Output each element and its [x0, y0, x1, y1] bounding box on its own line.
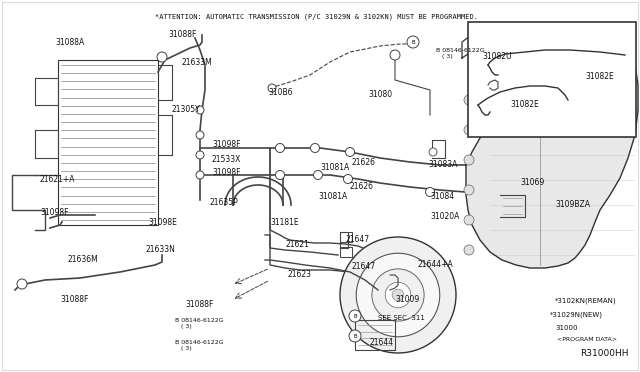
Circle shape: [356, 253, 440, 337]
Circle shape: [407, 36, 419, 48]
Text: 21621+A: 21621+A: [40, 175, 76, 184]
Text: *31029N(NEW): *31029N(NEW): [550, 312, 603, 318]
Circle shape: [385, 282, 411, 308]
Text: 31069: 31069: [520, 178, 544, 187]
Circle shape: [340, 237, 456, 353]
Circle shape: [372, 269, 424, 321]
Text: <PROGRAM DATA>: <PROGRAM DATA>: [557, 337, 617, 342]
Circle shape: [464, 185, 474, 195]
Circle shape: [392, 289, 404, 301]
Text: B: B: [353, 334, 357, 339]
Bar: [58, 60, 158, 225]
Text: 31000: 31000: [555, 325, 577, 331]
Text: B 08146-6122G
   ( 3): B 08146-6122G ( 3): [175, 318, 223, 329]
Text: 21621: 21621: [285, 240, 309, 249]
Text: 31088F: 31088F: [185, 300, 213, 309]
Text: 31009: 31009: [395, 295, 419, 304]
Text: 31088F: 31088F: [60, 295, 88, 304]
Circle shape: [268, 84, 276, 92]
Text: 31080: 31080: [368, 90, 392, 99]
Circle shape: [314, 170, 323, 180]
Text: 3109BZA: 3109BZA: [555, 200, 590, 209]
Text: R31000HH: R31000HH: [580, 349, 628, 358]
Circle shape: [17, 279, 27, 289]
Circle shape: [275, 170, 285, 180]
Circle shape: [196, 151, 204, 159]
Circle shape: [464, 215, 474, 225]
Circle shape: [196, 106, 204, 114]
Polygon shape: [466, 25, 638, 268]
Text: *ATTENTION: AUTOMATIC TRANSMISSION (P/C 31029N & 3102KN) MUST BE PROGRAMMED.: *ATTENTION: AUTOMATIC TRANSMISSION (P/C …: [155, 13, 478, 19]
Text: 31083A: 31083A: [428, 160, 458, 169]
Text: 21647: 21647: [352, 262, 376, 271]
Circle shape: [349, 330, 361, 342]
Circle shape: [464, 95, 474, 105]
Text: 31084: 31084: [430, 192, 454, 201]
Text: 21644+A: 21644+A: [418, 260, 454, 269]
Text: 31098E: 31098E: [148, 218, 177, 227]
Text: 21635P: 21635P: [210, 198, 239, 207]
Text: 31088A: 31088A: [55, 38, 84, 47]
Text: 31020A: 31020A: [430, 212, 460, 221]
Circle shape: [464, 155, 474, 165]
Text: 31098F: 31098F: [40, 208, 68, 217]
Text: B: B: [353, 314, 357, 318]
Text: 21626: 21626: [352, 158, 376, 167]
Text: 21647: 21647: [345, 235, 369, 244]
Text: 31181E: 31181E: [270, 218, 299, 227]
Text: 31081A: 31081A: [320, 163, 349, 172]
Text: 21533X: 21533X: [212, 155, 241, 164]
Circle shape: [429, 148, 437, 156]
Circle shape: [464, 125, 474, 135]
Text: SEE SEC. 311: SEE SEC. 311: [378, 315, 425, 321]
Circle shape: [275, 144, 285, 153]
Text: 31098F: 31098F: [212, 140, 241, 149]
Text: 21623: 21623: [288, 270, 312, 279]
Circle shape: [310, 144, 319, 153]
Bar: [468, 22, 636, 137]
Circle shape: [426, 187, 435, 196]
Text: 21633M: 21633M: [182, 58, 212, 67]
Text: 31081A: 31081A: [318, 192, 348, 201]
Text: 31082E: 31082E: [510, 100, 539, 109]
Text: 31098F: 31098F: [212, 168, 241, 177]
Circle shape: [196, 171, 204, 179]
Circle shape: [349, 310, 361, 322]
Text: 31082E: 31082E: [585, 72, 614, 81]
Text: 21626: 21626: [350, 182, 374, 191]
Circle shape: [346, 148, 355, 157]
Text: 21636M: 21636M: [68, 255, 99, 264]
Text: *3102KN(REMAN): *3102KN(REMAN): [555, 298, 616, 305]
Text: B: B: [411, 39, 415, 45]
Text: B 08146-6122G
   ( 3): B 08146-6122G ( 3): [436, 48, 484, 59]
Circle shape: [344, 174, 353, 183]
Text: B 08146-6122G
   ( 3): B 08146-6122G ( 3): [175, 340, 223, 351]
Circle shape: [464, 245, 474, 255]
Text: 31082U: 31082U: [482, 52, 511, 61]
Text: 31088F: 31088F: [168, 30, 196, 39]
Text: 310B6: 310B6: [268, 88, 292, 97]
Text: 21644: 21644: [370, 338, 394, 347]
Text: 21305Y: 21305Y: [172, 105, 201, 114]
Circle shape: [390, 50, 400, 60]
Circle shape: [157, 52, 167, 62]
Text: 21633N: 21633N: [145, 245, 175, 254]
Circle shape: [196, 131, 204, 139]
